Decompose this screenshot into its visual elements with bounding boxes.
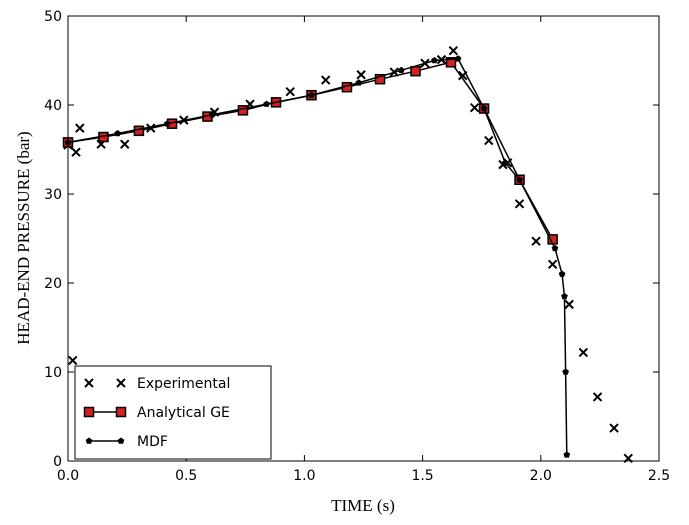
- pentagon-marker: [164, 120, 171, 127]
- pentagon-marker: [502, 159, 509, 166]
- y-tick-label: 0: [53, 454, 62, 470]
- square-marker: [83, 406, 95, 418]
- x-tick-label: 1.5: [411, 468, 433, 484]
- pentagon-marker: [117, 437, 125, 444]
- x-axis-label: TIME (s): [331, 496, 395, 515]
- y-tick-label: 10: [44, 365, 62, 381]
- x-marker: [84, 378, 94, 388]
- y-tick-label: 20: [44, 276, 62, 292]
- pentagon-marker: [454, 55, 462, 62]
- pentagon-marker: [114, 130, 121, 137]
- x-tick-label: 1.0: [293, 468, 315, 484]
- x-marker: [320, 75, 331, 85]
- square-marker: [237, 105, 249, 116]
- square-marker: [445, 57, 457, 68]
- square-marker: [410, 65, 421, 77]
- x-marker: [564, 299, 574, 310]
- x-marker: [547, 259, 558, 270]
- y-tick-label: 30: [44, 187, 62, 203]
- y-tick-label: 50: [44, 9, 62, 25]
- pentagon-marker: [431, 57, 438, 64]
- x-marker: [469, 102, 480, 113]
- x-marker: [484, 135, 494, 146]
- x-marker: [609, 423, 619, 433]
- pentagon-marker: [85, 437, 93, 444]
- x-tick-label: 0.5: [175, 468, 197, 484]
- x-marker: [531, 236, 541, 246]
- pentagon-marker: [398, 66, 405, 74]
- plot-frame: [67, 15, 660, 462]
- pentagon-marker: [263, 100, 270, 107]
- legend-label: Experimental: [137, 376, 230, 392]
- pentagon-marker: [516, 176, 523, 183]
- y-tick-label: 40: [44, 98, 62, 114]
- x-tick-label: 0.0: [57, 468, 79, 484]
- x-marker: [68, 355, 78, 366]
- pentagon-marker: [563, 451, 571, 458]
- x-marker: [448, 46, 459, 56]
- pentagon-marker: [480, 105, 488, 112]
- x-marker: [356, 70, 366, 80]
- series-line: [67, 61, 554, 240]
- x-marker: [75, 123, 85, 133]
- pentagon-marker: [561, 292, 568, 300]
- square-marker: [133, 125, 145, 137]
- pentagon-marker: [562, 368, 569, 375]
- x-marker: [116, 378, 126, 388]
- square-marker: [374, 73, 386, 85]
- x-tick-label: 2.5: [648, 468, 670, 484]
- pentagon-marker: [208, 111, 216, 118]
- pentagon-marker: [551, 244, 559, 252]
- x-marker: [578, 347, 589, 358]
- x-tick-label: 2.0: [530, 468, 552, 484]
- pentagon-marker: [355, 79, 363, 86]
- legend-label: MDF: [137, 434, 168, 450]
- x-marker: [71, 147, 81, 157]
- series-line: [67, 57, 568, 455]
- square-marker: [115, 406, 127, 418]
- x-marker: [120, 139, 130, 149]
- x-marker: [514, 199, 525, 209]
- y-axis-label: HEAD-END PRESSURE (bar): [14, 131, 33, 344]
- legend-label: Analytical GE: [137, 405, 230, 421]
- pentagon-marker: [558, 270, 566, 277]
- x-marker: [285, 86, 295, 97]
- pentagon-marker: [308, 91, 315, 98]
- x-marker: [592, 392, 603, 402]
